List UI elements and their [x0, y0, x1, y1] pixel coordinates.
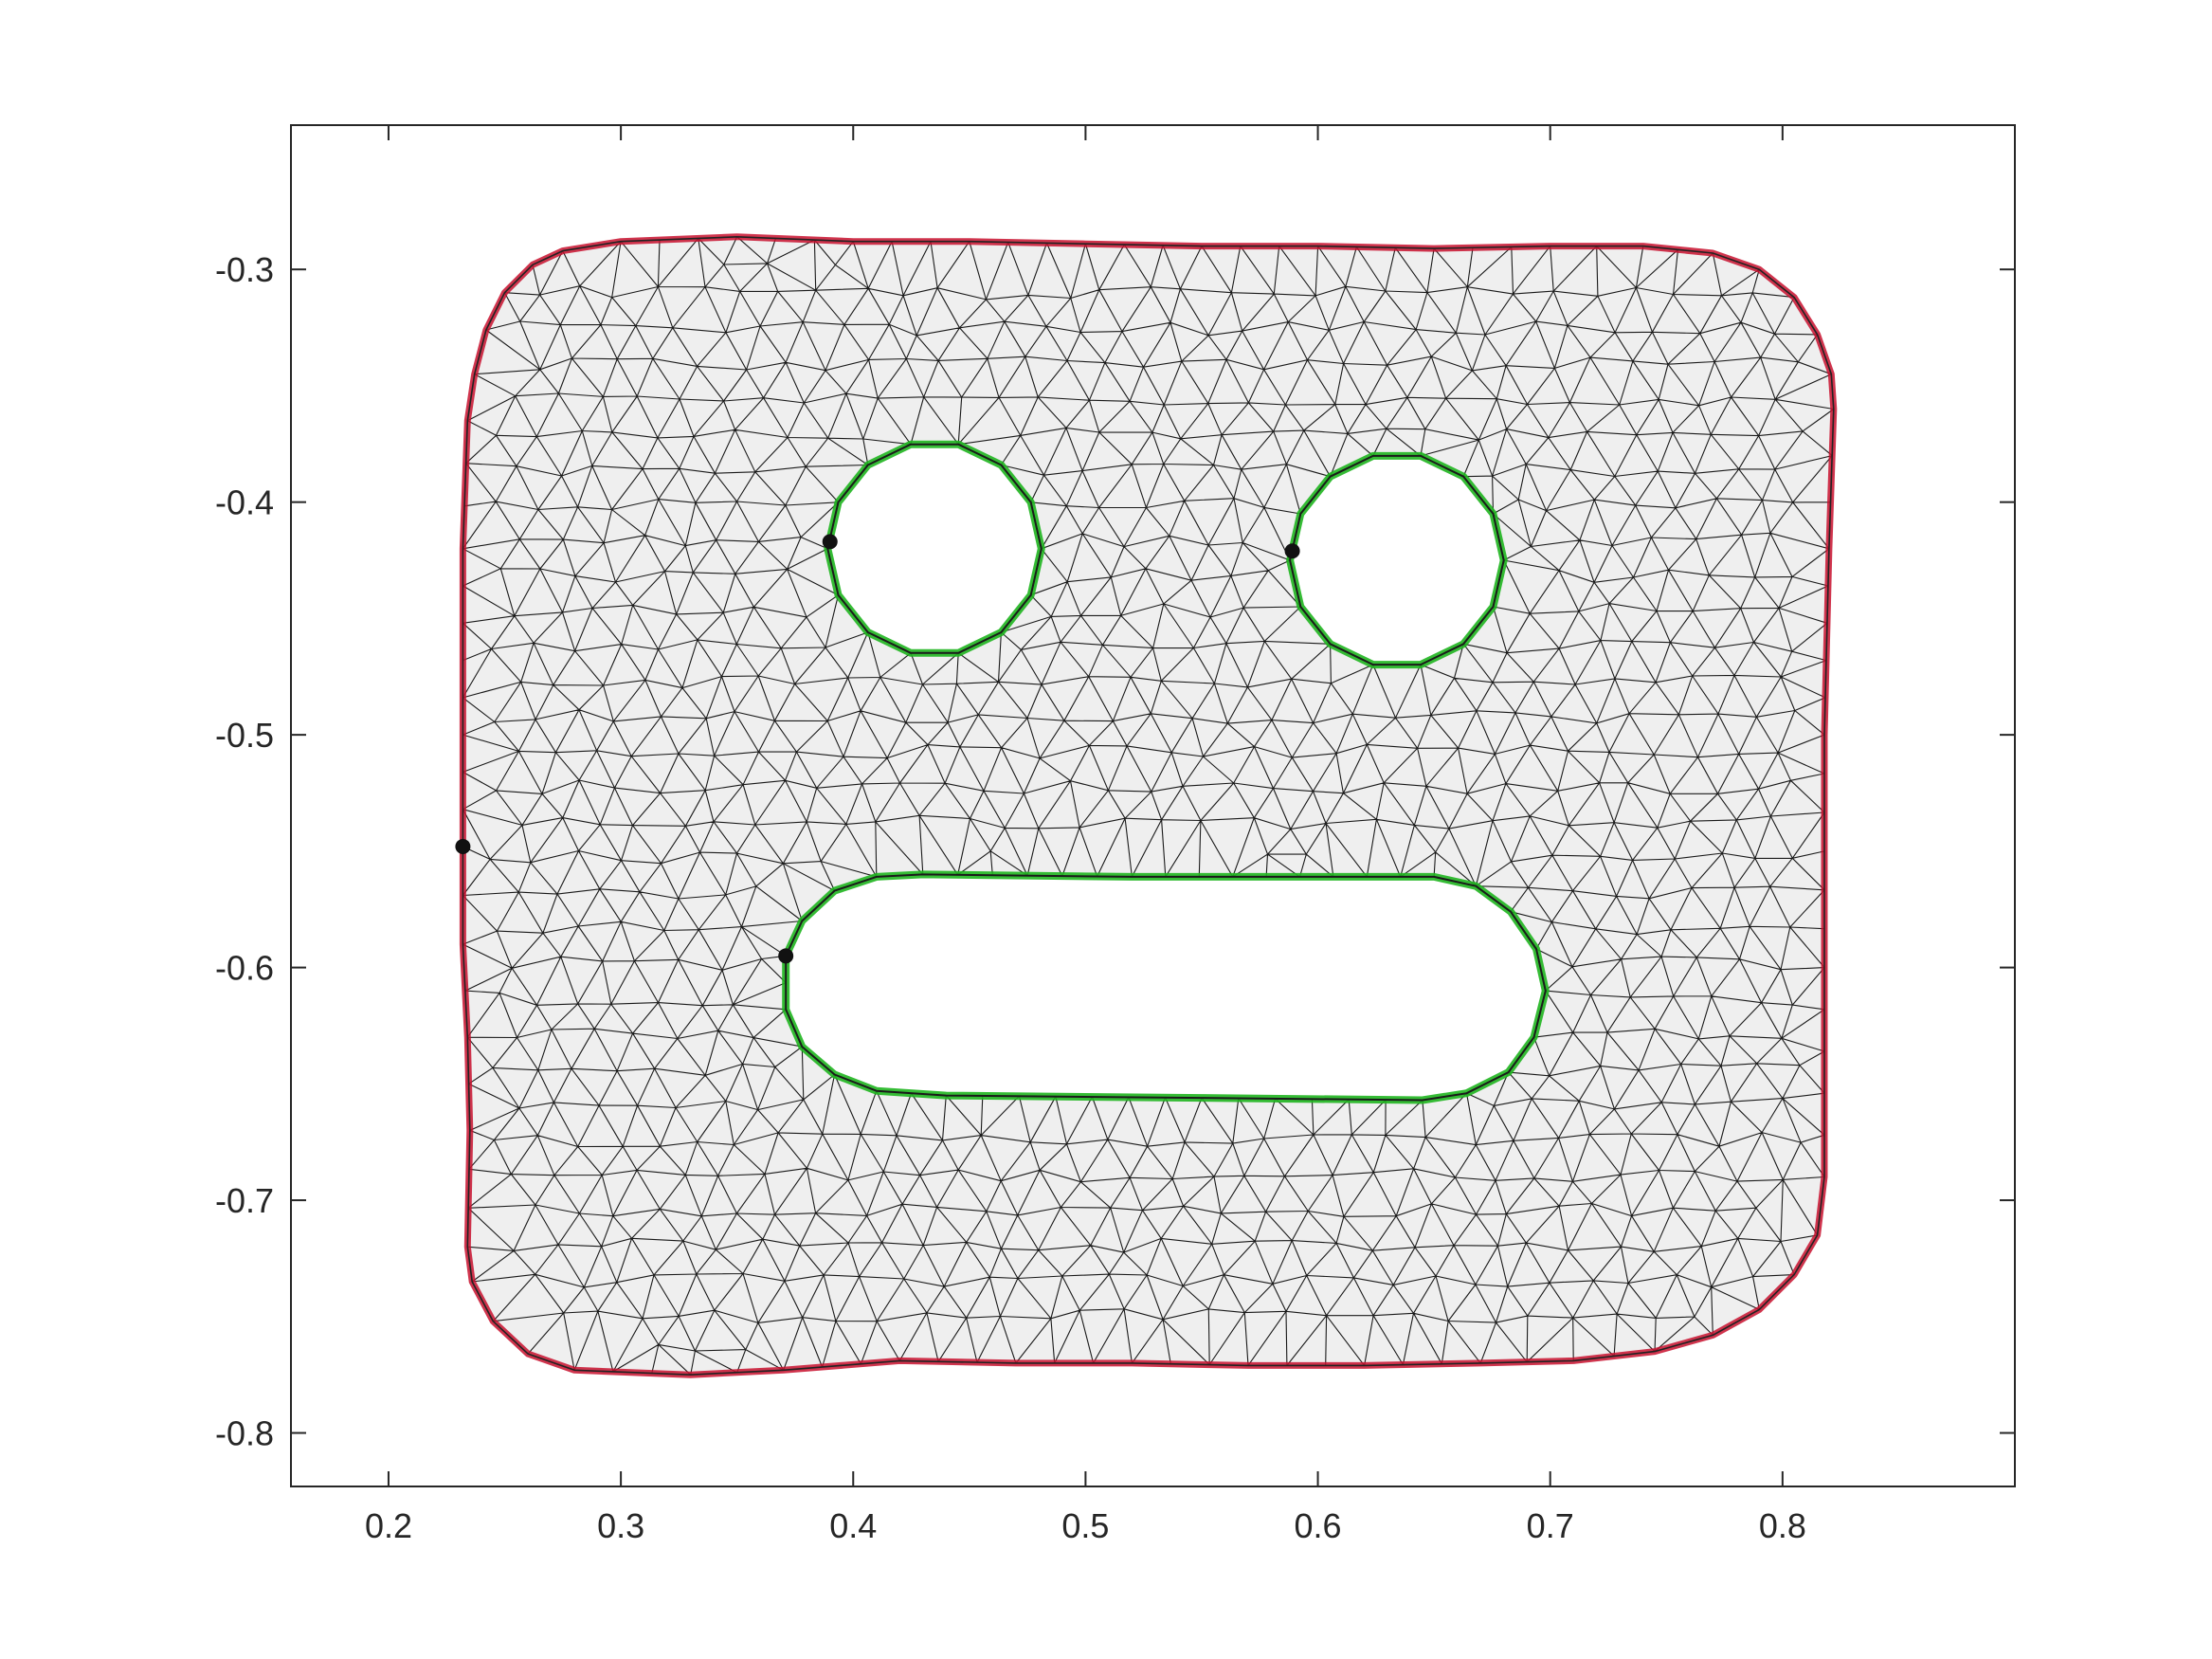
mesh-region	[462, 236, 1835, 1376]
hole-edge-mouth	[785, 873, 1547, 1102]
hole-edge-right-eye	[1289, 454, 1505, 666]
x-tick-label: 0.5	[1061, 1506, 1109, 1545]
boundary-curves	[459, 233, 1838, 1378]
y-tick-label: -0.4	[215, 483, 274, 522]
hole-fill-mouth	[786, 874, 1546, 1101]
boundary-marker	[455, 838, 471, 854]
x-tick-label: 0.6	[1295, 1506, 1342, 1545]
x-tick-label: 0.3	[597, 1506, 644, 1545]
x-tick-label: 0.2	[365, 1506, 412, 1545]
hole-fill-left-eye	[827, 444, 1042, 653]
axes-box	[290, 124, 2016, 1487]
x-tick-label: 0.8	[1759, 1506, 1806, 1545]
y-tick-label: -0.3	[215, 250, 274, 289]
y-tick-label: -0.5	[215, 716, 274, 755]
boundary-marker	[1284, 543, 1300, 559]
x-tick-label: 0.7	[1527, 1506, 1574, 1545]
boundary-marker	[778, 948, 794, 964]
boundary-markers	[455, 534, 1300, 964]
outer-boundary-edge	[462, 236, 1835, 1376]
hole-fill-right-eye	[1290, 455, 1504, 665]
boundary-marker	[822, 534, 838, 550]
y-tick-label: -0.8	[215, 1414, 274, 1453]
axis-ticks: 0.2 0.3 0.4 0.5 0.6 0.7 0.8 -0.3 -0.4 -0.5 -0.6 -0.…	[215, 125, 2015, 1545]
y-tick-label: -0.6	[215, 949, 274, 988]
mesh-triangles	[462, 236, 1835, 1376]
x-tick-label: 0.4	[829, 1506, 877, 1545]
y-tick-label: -0.7	[215, 1181, 274, 1220]
